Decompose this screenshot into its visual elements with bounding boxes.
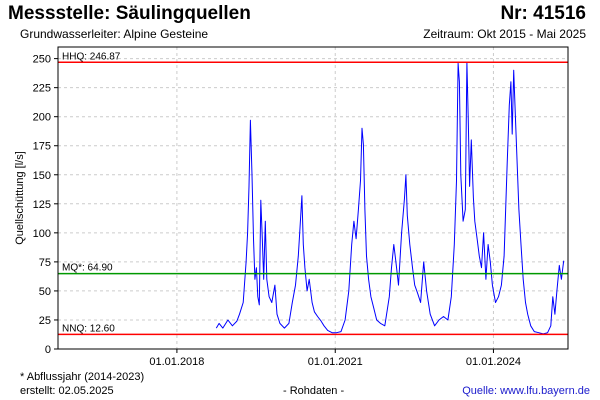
x-tick-label: 01.01.2021	[308, 356, 363, 368]
raw-data-label: - Rohdaten -	[283, 385, 345, 397]
y-tick-label: 125	[33, 199, 51, 211]
y-axis-title: Quellschüttung [l/s]	[14, 151, 26, 245]
footnote: * Abflussjahr (2014-2023)	[20, 371, 145, 383]
x-tick-label: 01.01.2018	[149, 356, 204, 368]
plot-background	[58, 47, 568, 349]
y-tick-label: 50	[39, 286, 51, 298]
y-tick-label: 25	[39, 315, 51, 327]
reference-line-label: NNQ: 12.60	[62, 323, 115, 334]
reference-line-label: HHQ: 246.87	[62, 51, 121, 62]
x-grid	[176, 47, 494, 349]
x-tick-label: 01.01.2024	[466, 356, 521, 368]
y-tick-label: 150	[33, 170, 51, 182]
x-axis-ticks: 01.01.2018 01.01.2021 01.01.2024	[149, 349, 521, 368]
y-tick-label: 100	[33, 228, 51, 240]
y-tick-label: 250	[33, 54, 51, 66]
plot-frame	[57, 46, 569, 350]
y-axis-ticks: 0 25 50 75 100 125 150 175 200 225 250	[33, 54, 58, 356]
y-tick-label: 75	[39, 257, 51, 269]
created-date: erstellt: 02.05.2025	[20, 385, 114, 397]
station-title: Messstelle: Säulingquellen	[8, 3, 251, 24]
y-tick-label: 225	[33, 83, 51, 95]
period-label: Zeitraum: Okt 2015 - Mai 2025	[423, 27, 586, 41]
aquifer-label: Grundwasserleiter: Alpine Gesteine	[20, 27, 209, 41]
station-number: Nr: 41516	[500, 3, 586, 24]
source-link[interactable]: Quelle: www.lfu.bayern.de	[462, 385, 590, 397]
y-tick-label: 175	[33, 141, 51, 153]
y-tick-label: 0	[45, 344, 51, 356]
series-group	[215, 61, 565, 335]
y-tick-label: 200	[33, 112, 51, 124]
discharge-series-line	[215, 61, 565, 335]
y-grid	[58, 58, 568, 350]
reference-line-label: MQ*: 64.90	[62, 263, 113, 274]
reference-lines: HHQ: 246.87 MQ*: 64.90 NNQ: 12.60	[58, 51, 568, 336]
